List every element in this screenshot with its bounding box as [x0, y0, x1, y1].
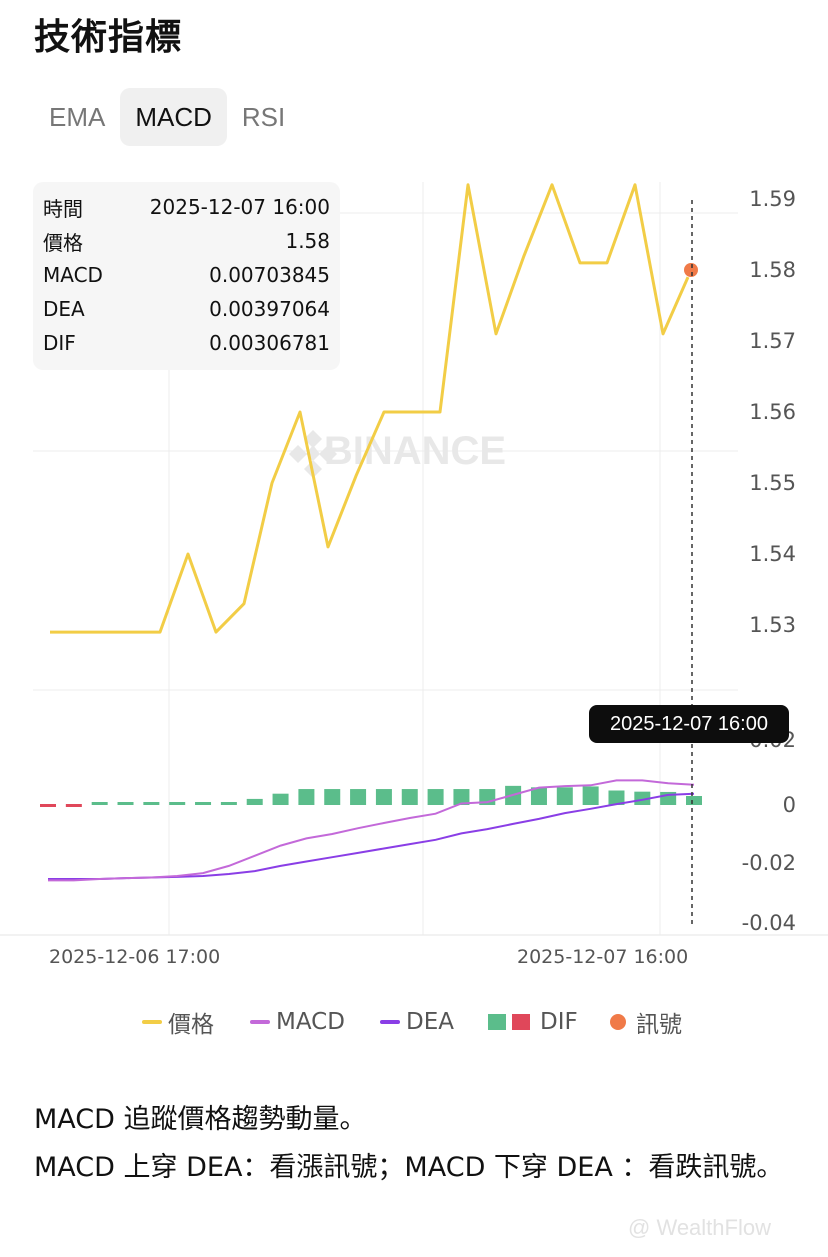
dif-bar	[401, 789, 418, 805]
tooltip-row-dif: DIF 0.00306781	[43, 326, 330, 360]
dif-bar	[686, 796, 702, 805]
tab-ema[interactable]: EMA	[49, 102, 106, 132]
chart-legend: 價格 MACD DEA DIF 訊號	[0, 1002, 828, 1042]
tooltip-value: 1.58	[285, 229, 330, 253]
macd-y-tick: -0.04	[742, 911, 796, 935]
tooltip-row-time: 時間 2025-12-07 16:00	[43, 190, 330, 224]
dif-bar	[117, 802, 134, 805]
tooltip-value: 0.00306781	[209, 331, 330, 355]
tab-macd[interactable]: MACD	[120, 88, 227, 146]
price-y-tick: 1.53	[749, 613, 796, 637]
tooltip-label: 時間	[43, 196, 83, 221]
description-line: MACD 追蹤價格趨勢動量。	[34, 1104, 367, 1135]
dif-bar	[634, 791, 651, 805]
price-y-tick: 1.57	[749, 329, 796, 353]
tooltip-label: 價格	[43, 230, 83, 255]
dif-bar	[195, 802, 212, 805]
tooltip-label: MACD	[43, 263, 103, 287]
tooltip-label: DEA	[43, 297, 85, 321]
dif-bar	[582, 786, 599, 805]
dif-bar	[427, 789, 444, 805]
dif-bar	[298, 789, 315, 805]
dif-bar	[246, 798, 263, 805]
dif-bar	[40, 804, 56, 807]
dif-bar	[556, 787, 573, 805]
dif-bar	[65, 804, 82, 807]
page-title: 技術指標	[34, 17, 183, 58]
data-tooltip: 時間 2025-12-07 16:00 價格 1.58 MACD 0.00703…	[33, 182, 340, 370]
macd-y-tick: 0	[783, 793, 796, 817]
legend-dea[interactable]: DEA	[380, 1002, 454, 1042]
x-axis-tick: 2025-12-06 17:00	[49, 946, 220, 968]
dif-bar	[169, 802, 186, 805]
description-line: MACD 上穿 DEA：看漲訊號；MACD 下穿 DEA ：看跌訊號。	[34, 1152, 784, 1183]
dif-bar	[375, 789, 392, 805]
dif-bars-icon	[488, 1014, 530, 1030]
price-y-tick: 1.59	[749, 187, 796, 211]
legend-macd[interactable]: MACD	[250, 1002, 345, 1042]
dea-line-icon	[380, 1020, 400, 1024]
indicator-tabs: EMA MACD RSI	[34, 88, 300, 146]
macd-chart[interactable]: BINANCE 1.591.581.571.561.551.541.530.02…	[0, 170, 828, 980]
macd-line-icon	[250, 1020, 270, 1024]
tooltip-row-macd: MACD 0.00703845	[43, 258, 330, 292]
dif-bar	[91, 802, 108, 805]
binance-watermark: BINANCE	[324, 429, 506, 473]
legend-dif[interactable]: DIF	[488, 1002, 578, 1042]
dif-bar	[530, 787, 547, 805]
macd-y-tick: -0.02	[742, 851, 796, 875]
legend-macd-label: MACD	[276, 1009, 345, 1035]
dif-bar	[453, 789, 470, 805]
x-axis-tick: 2025-12-07 16:00	[517, 946, 688, 968]
tooltip-label: DIF	[43, 331, 76, 355]
dif-bar	[272, 793, 289, 805]
crosshair-time-label: 2025-12-07 16:00	[589, 705, 789, 743]
price-y-tick: 1.55	[749, 471, 796, 495]
dif-bar	[608, 790, 625, 805]
macd-line	[48, 779, 695, 882]
price-y-tick: 1.56	[749, 400, 796, 424]
dif-bar	[350, 789, 367, 805]
tooltip-value: 0.00397064	[209, 297, 330, 321]
binance-logo-icon	[289, 430, 337, 478]
tab-rsi[interactable]: RSI	[241, 102, 286, 132]
legend-price[interactable]: 價格	[142, 1002, 214, 1042]
tooltip-row-price: 價格 1.58	[43, 224, 330, 258]
price-line-icon	[142, 1020, 162, 1024]
price-line	[50, 183, 690, 634]
legend-price-label: 價格	[168, 1012, 214, 1038]
tooltip-value: 2025-12-07 16:00	[149, 195, 330, 219]
legend-dea-label: DEA	[406, 1009, 454, 1035]
price-y-tick: 1.54	[749, 542, 796, 566]
legend-dif-label: DIF	[540, 1009, 578, 1035]
signal-dot-icon	[610, 1014, 626, 1030]
macd-description: MACD 追蹤價格趨勢動量。 MACD 上穿 DEA：看漲訊號；MACD 下穿 …	[34, 1096, 794, 1192]
signal-point	[684, 263, 698, 277]
dea-line	[48, 792, 695, 880]
tooltip-value: 0.00703845	[209, 263, 330, 287]
dif-bar	[143, 802, 160, 805]
legend-signal-label: 訊號	[636, 1012, 682, 1038]
tooltip-row-dea: DEA 0.00397064	[43, 292, 330, 326]
dif-bar	[324, 789, 341, 805]
legend-signal[interactable]: 訊號	[608, 1002, 682, 1042]
wealthflow-watermark: @ WealthFlow	[628, 1215, 771, 1240]
dif-bar	[220, 802, 237, 805]
price-y-tick: 1.58	[749, 258, 796, 282]
